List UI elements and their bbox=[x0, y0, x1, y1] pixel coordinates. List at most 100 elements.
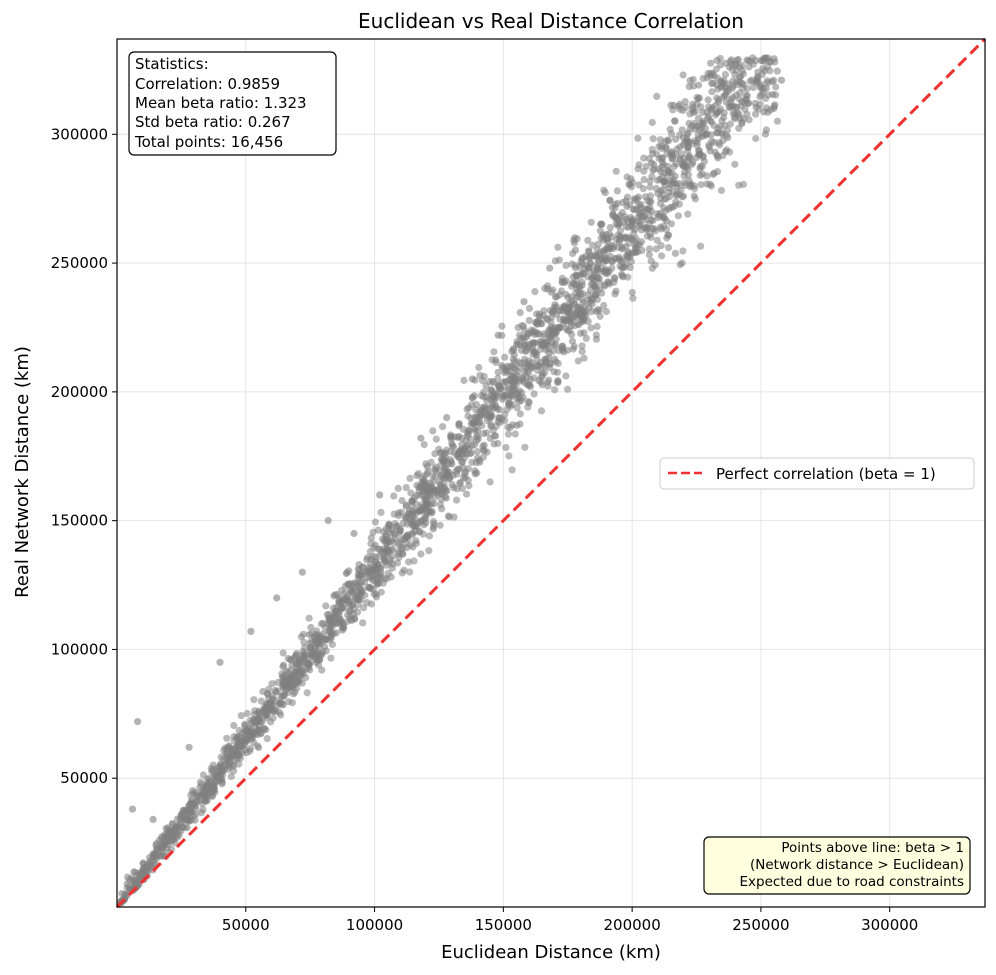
data-point bbox=[538, 381, 546, 389]
data-point bbox=[269, 707, 277, 716]
data-point bbox=[132, 878, 140, 886]
data-point bbox=[585, 247, 593, 255]
plot-frame bbox=[116, 38, 986, 908]
data-point bbox=[284, 698, 292, 706]
data-point bbox=[419, 482, 427, 490]
data-point bbox=[578, 342, 586, 350]
data-point bbox=[365, 568, 373, 576]
data-point bbox=[580, 329, 588, 337]
data-point bbox=[736, 74, 744, 82]
data-point bbox=[600, 248, 608, 256]
data-point bbox=[480, 393, 488, 401]
data-point bbox=[652, 150, 661, 158]
data-point bbox=[628, 288, 636, 297]
data-point bbox=[654, 189, 662, 198]
data-point bbox=[159, 841, 167, 849]
data-point bbox=[327, 619, 335, 628]
data-point bbox=[410, 557, 418, 565]
data-point bbox=[358, 571, 366, 579]
data-point bbox=[665, 231, 673, 239]
data-point bbox=[606, 224, 614, 232]
data-point bbox=[689, 82, 698, 90]
data-point bbox=[324, 517, 332, 525]
data-point bbox=[374, 526, 382, 534]
data-point bbox=[448, 460, 456, 468]
data-point bbox=[453, 496, 461, 504]
stats-line-total-points: Total points: 16,456 bbox=[134, 133, 283, 151]
data-point bbox=[584, 296, 592, 304]
data-point bbox=[666, 192, 674, 201]
data-point bbox=[670, 162, 679, 170]
data-point bbox=[158, 850, 166, 858]
data-point bbox=[453, 485, 461, 493]
note-line-3: Expected due to road constraints bbox=[739, 874, 964, 890]
data-point bbox=[476, 371, 484, 379]
data-point bbox=[693, 100, 701, 108]
data-point bbox=[375, 579, 383, 587]
y-axis-label: Real Network Distance (km) bbox=[12, 346, 33, 598]
data-point bbox=[429, 427, 437, 435]
data-point bbox=[359, 619, 367, 627]
data-point bbox=[631, 248, 640, 256]
data-point bbox=[722, 59, 730, 67]
data-point bbox=[679, 192, 688, 200]
data-point bbox=[761, 67, 769, 75]
data-point bbox=[359, 586, 367, 594]
data-point bbox=[765, 57, 773, 66]
data-point bbox=[328, 630, 336, 639]
data-point bbox=[707, 106, 715, 114]
plot-area bbox=[115, 37, 987, 909]
x-tick-label: 200000 bbox=[604, 916, 661, 934]
data-point bbox=[551, 386, 559, 394]
data-point bbox=[616, 212, 624, 220]
data-point bbox=[664, 166, 672, 174]
data-point bbox=[354, 601, 362, 609]
data-point bbox=[752, 134, 760, 143]
data-point bbox=[684, 210, 692, 218]
data-point bbox=[543, 316, 552, 324]
data-point bbox=[520, 336, 528, 344]
legend-label: Perfect correlation (beta = 1) bbox=[716, 465, 936, 483]
data-point bbox=[713, 168, 722, 176]
data-point bbox=[770, 104, 778, 113]
data-point bbox=[574, 357, 582, 365]
data-point bbox=[706, 72, 715, 80]
data-point bbox=[463, 432, 471, 440]
data-point bbox=[761, 130, 770, 138]
data-point bbox=[654, 213, 662, 221]
data-point bbox=[726, 148, 734, 156]
data-point bbox=[661, 138, 669, 146]
data-point bbox=[417, 434, 425, 442]
data-point bbox=[455, 454, 463, 462]
data-point bbox=[512, 375, 520, 383]
data-point bbox=[198, 790, 206, 798]
grid-lines bbox=[117, 39, 985, 907]
legend: Perfect correlation (beta = 1) bbox=[659, 457, 975, 490]
data-point bbox=[720, 113, 728, 122]
data-point bbox=[307, 623, 315, 632]
data-point bbox=[534, 320, 542, 328]
y-tick-label: 300000 bbox=[51, 125, 108, 143]
data-point bbox=[593, 322, 601, 331]
data-point bbox=[556, 291, 564, 299]
data-point bbox=[634, 241, 642, 249]
data-point bbox=[217, 753, 225, 761]
data-point bbox=[653, 176, 662, 184]
data-point bbox=[525, 357, 533, 365]
data-point bbox=[319, 619, 327, 628]
data-point bbox=[567, 322, 575, 330]
note-line-1: Points above line: beta > 1 bbox=[781, 840, 964, 856]
data-point bbox=[582, 312, 590, 320]
data-point bbox=[217, 768, 225, 776]
data-point bbox=[525, 399, 533, 407]
data-point bbox=[300, 638, 308, 646]
data-point bbox=[609, 211, 617, 219]
data-point bbox=[640, 154, 648, 162]
data-point bbox=[594, 240, 602, 248]
data-point bbox=[613, 187, 622, 195]
data-point bbox=[777, 76, 786, 84]
data-point bbox=[177, 818, 185, 826]
data-point bbox=[681, 98, 689, 106]
data-point bbox=[297, 633, 305, 641]
data-point bbox=[237, 712, 245, 720]
